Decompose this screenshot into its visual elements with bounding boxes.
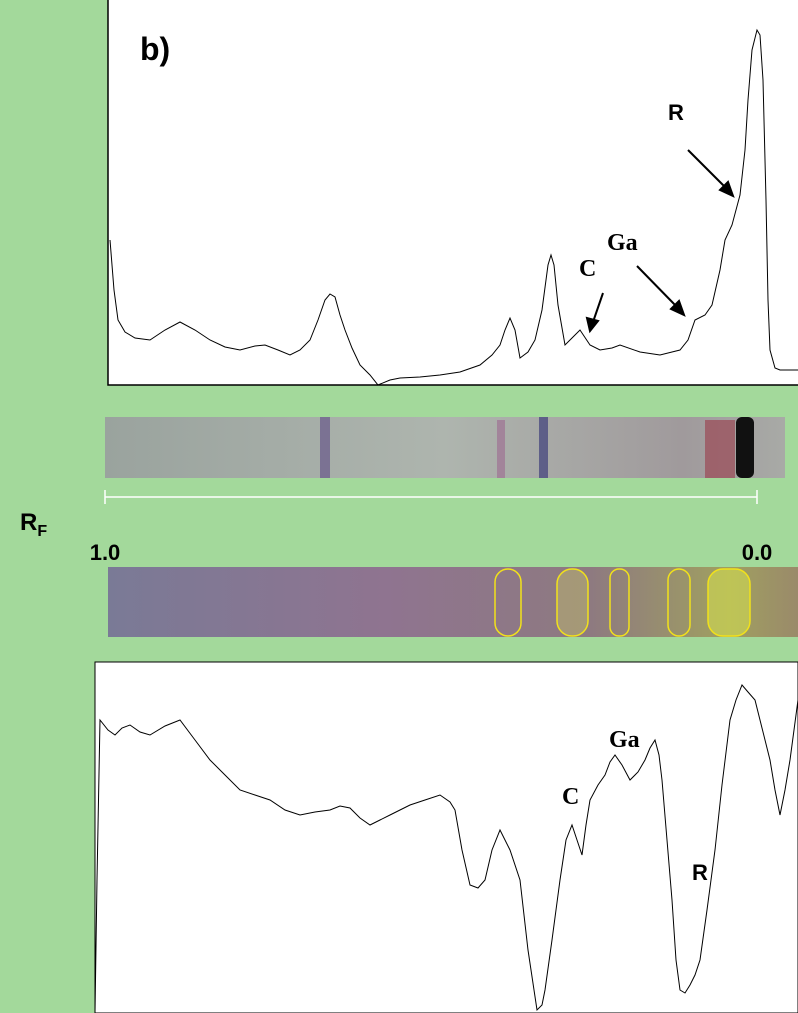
annotation-ga: Ga: [607, 230, 638, 256]
top-trace: [109, 28, 798, 386]
spot-outlines: [494, 568, 751, 637]
annotation-c-bottom: C: [562, 784, 579, 810]
annotation-r-bottom: R: [692, 860, 708, 885]
annotation-r: R: [668, 100, 684, 125]
top-axes: [107, 0, 798, 386]
arrows: [585, 149, 735, 334]
annotation-c: C: [579, 256, 596, 282]
top-panel: [108, 0, 798, 385]
rf-start: 1.0: [90, 540, 121, 565]
rf-end: 0.0: [742, 540, 773, 565]
bottom-trace: [94, 684, 798, 1013]
rf-scale: [104, 490, 758, 504]
strip-1-bands: [320, 417, 754, 478]
panel-label: b): [140, 31, 170, 67]
rf-label: RF: [20, 509, 47, 540]
annotation-ga-bottom: Ga: [609, 727, 640, 753]
bottom-panel: [94, 661, 798, 1013]
tlc-strip-2: [108, 567, 798, 637]
tlc-strip-1: [105, 417, 785, 478]
rf-main: R: [20, 509, 37, 536]
rf-sub: F: [37, 523, 47, 540]
